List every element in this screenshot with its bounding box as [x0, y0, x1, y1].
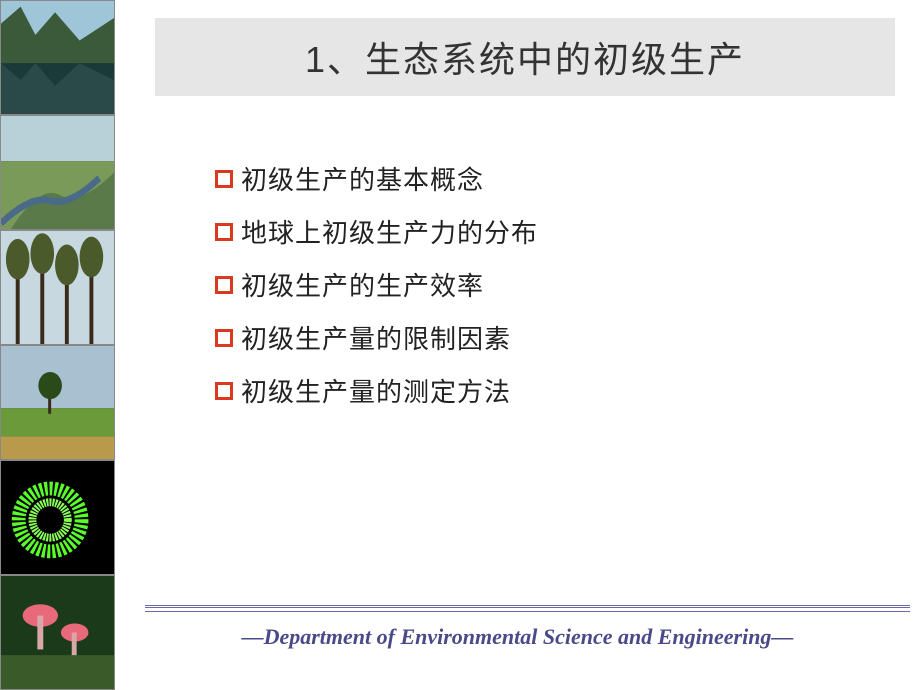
bullet-text: 初级生产量的测定方法: [241, 372, 511, 409]
thumb-river-valley: [0, 115, 115, 230]
thumb-green-organism: [0, 460, 115, 575]
thumb-mountain-lake: [0, 0, 115, 115]
square-bullet-icon: [215, 276, 233, 294]
footer-divider: [145, 605, 910, 608]
thumb-forest: [0, 230, 115, 345]
title-bar: 1、生态系统中的初级生产: [155, 18, 895, 96]
bullet-text: 初级生产的基本概念: [241, 160, 484, 197]
bullet-item: 初级生产的生产效率: [215, 266, 538, 303]
bullet-list: 初级生产的基本概念 地球上初级生产力的分布 初级生产的生产效率 初级生产量的限制…: [215, 160, 538, 425]
bullet-item: 地球上初级生产力的分布: [215, 213, 538, 250]
thumb-mushrooms: [0, 575, 115, 690]
square-bullet-icon: [215, 382, 233, 400]
bullet-text: 地球上初级生产力的分布: [241, 213, 538, 250]
slide-content: 1、生态系统中的初级生产 初级生产的基本概念 地球上初级生产力的分布 初级生产的…: [115, 0, 920, 690]
bullet-item: 初级生产量的测定方法: [215, 372, 538, 409]
footer-department: —Department of Environmental Science and…: [115, 624, 920, 650]
bullet-text: 初级生产的生产效率: [241, 266, 484, 303]
sidebar-thumbnails: [0, 0, 115, 690]
square-bullet-icon: [215, 223, 233, 241]
square-bullet-icon: [215, 329, 233, 347]
thumb-tree-field: [0, 345, 115, 460]
square-bullet-icon: [215, 170, 233, 188]
bullet-item: 初级生产量的限制因素: [215, 319, 538, 356]
slide-title: 1、生态系统中的初级生产: [305, 31, 745, 83]
bullet-item: 初级生产的基本概念: [215, 160, 538, 197]
bullet-text: 初级生产量的限制因素: [241, 319, 511, 356]
